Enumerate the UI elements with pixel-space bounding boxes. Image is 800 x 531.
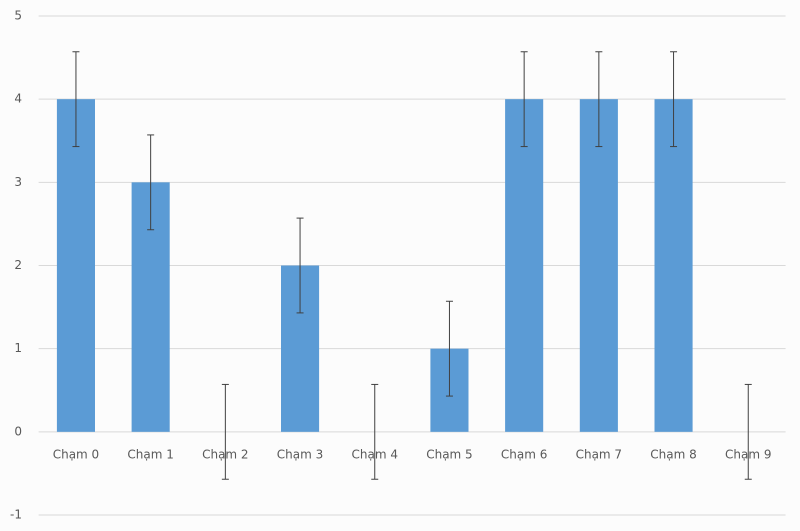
bar — [654, 99, 693, 432]
y-tick-label: -1 — [10, 508, 22, 522]
x-tick-label: Chạm 1 — [127, 447, 173, 461]
x-tick-label: Chạm 2 — [202, 447, 248, 461]
x-tick-label: Chạm 6 — [501, 447, 547, 461]
x-tick-label: Chạm 3 — [277, 447, 323, 461]
y-tick-label: 1 — [14, 341, 22, 355]
x-tick-label: Chạm 8 — [650, 447, 696, 461]
x-tick-label: Chạm 0 — [53, 447, 99, 461]
y-tick-label: 4 — [14, 92, 22, 106]
y-tick-label: 3 — [14, 175, 22, 189]
y-tick-label: 2 — [14, 258, 22, 272]
x-tick-label: Chạm 9 — [725, 447, 771, 461]
x-tick-label: Chạm 5 — [426, 447, 472, 461]
x-tick-label: Chạm 7 — [576, 447, 622, 461]
bar — [579, 99, 618, 432]
bar — [505, 99, 544, 432]
y-tick-label: 0 — [14, 424, 22, 438]
x-tick-label: Chạm 4 — [352, 447, 398, 461]
bar — [56, 99, 95, 432]
y-tick-label: 5 — [14, 9, 22, 23]
